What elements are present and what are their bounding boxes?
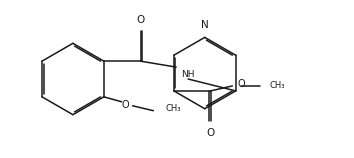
Text: NH: NH bbox=[181, 70, 195, 79]
Text: O: O bbox=[136, 15, 145, 24]
Text: O: O bbox=[122, 100, 130, 110]
Text: N: N bbox=[201, 21, 209, 30]
Text: CH₃: CH₃ bbox=[165, 104, 181, 113]
Text: O: O bbox=[206, 128, 215, 137]
Text: O: O bbox=[237, 79, 245, 89]
Text: CH₃: CH₃ bbox=[270, 81, 285, 90]
